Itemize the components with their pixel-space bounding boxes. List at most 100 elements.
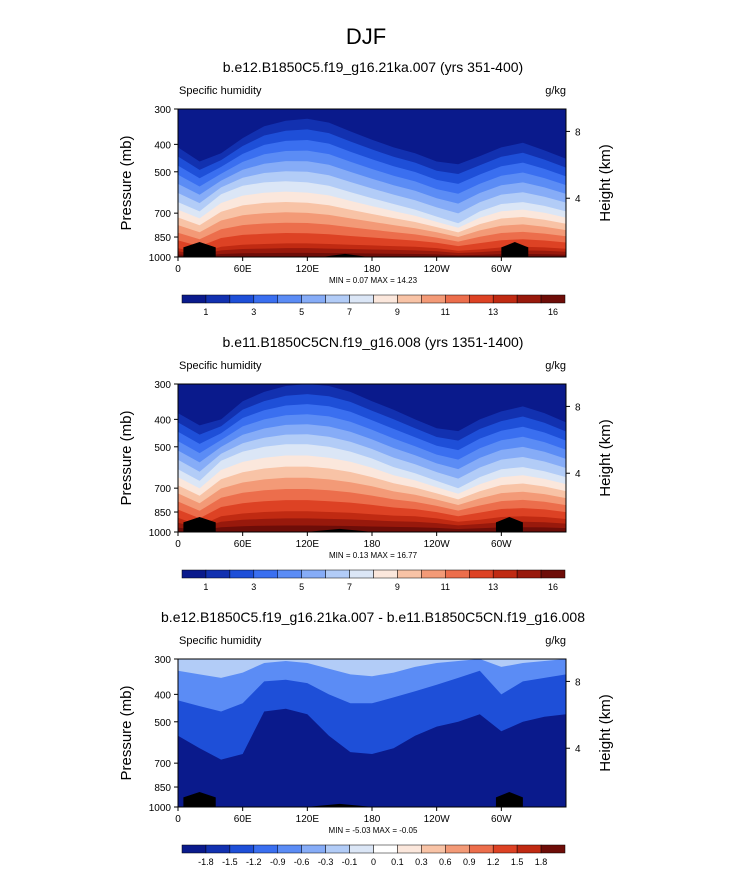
terrain: [285, 528, 394, 532]
stats-label: MIN = 0.13 MAX = 16.77: [329, 551, 418, 560]
units-label: g/kg: [545, 635, 566, 647]
x-tick-label: 120E: [296, 264, 320, 275]
panel-1: b.e12.B1850C5.f19_g16.21ka.007 (yrs 351-…: [118, 59, 614, 317]
field: [178, 109, 566, 257]
y-tick-label: 700: [154, 209, 171, 220]
field-band-mid: [178, 659, 566, 760]
x-tick-label: 120E: [296, 539, 320, 550]
colorbar-label: -0.6: [294, 857, 310, 867]
x-tick-label: 120W: [424, 539, 451, 550]
colorbar-box: [253, 569, 278, 579]
panel-title: b.e12.B1850C5.f19_g16.21ka.007 (yrs 351-…: [223, 59, 523, 75]
terrain: [183, 516, 216, 532]
variable-label: Specific humidity: [179, 635, 262, 647]
stats-label: MIN = 0.07 MAX = 14.23: [329, 276, 418, 285]
colorbar-label: 9: [395, 307, 400, 317]
x-tick-label: 0: [175, 539, 181, 550]
y-tick-label: 700: [154, 484, 171, 495]
colorbar-box: [397, 844, 422, 854]
colorbar-label: 3: [251, 582, 256, 592]
colorbar-box: [277, 844, 302, 854]
colorbar-label: 5: [299, 307, 304, 317]
y-tick-label: 400: [154, 690, 171, 701]
colorbar-box: [492, 844, 518, 854]
colorbar-label: 13: [488, 582, 498, 592]
panel-3: b.e12.B1850C5.f19_g16.21ka.007 - b.e11.B…: [118, 609, 614, 867]
panel-title: b.e11.B1850C5CN.f19_g16.008 (yrs 1351-14…: [223, 334, 524, 350]
y-tick-label: 500: [154, 168, 171, 179]
y-right-tick-label: 8: [575, 677, 581, 688]
colorbar-box: [181, 294, 207, 304]
y-tick-label: 300: [154, 380, 171, 391]
colorbar-box: [421, 569, 446, 579]
colorbar-box: [492, 569, 518, 579]
panels: b.e12.B1850C5.f19_g16.21ka.007 (yrs 351-…: [118, 59, 614, 867]
x-tick-label: 0: [175, 264, 181, 275]
colorbar-box: [325, 569, 350, 579]
colorbar-box: [229, 569, 255, 579]
y-axis-label: Pressure (mb): [118, 410, 135, 505]
colorbar-label: 1: [203, 307, 208, 317]
variable-label: Specific humidity: [179, 360, 262, 372]
colorbar-box: [397, 294, 422, 304]
y-right-tick-label: 8: [575, 402, 581, 413]
colorbar-label: 13: [488, 307, 498, 317]
colorbar-box: [445, 294, 470, 304]
colorbar-box: [469, 844, 494, 854]
y-tick-label: 400: [154, 415, 171, 426]
colorbar-label: 1.8: [535, 857, 548, 867]
colorbar-label: 0.1: [391, 857, 404, 867]
y-right-tick-label: 8: [575, 127, 581, 138]
colorbar-box: [205, 844, 231, 854]
y-tick-label: 500: [154, 718, 171, 729]
colorbar-box: [445, 844, 470, 854]
colorbar-label: 0.6: [439, 857, 452, 867]
colorbar-box: [469, 294, 494, 304]
colorbar-label: 0.9: [463, 857, 476, 867]
colorbar-box: [325, 294, 350, 304]
y-right-axis-label: Height (km): [597, 694, 614, 772]
field-band: [178, 252, 566, 257]
colorbar-box: [325, 844, 350, 854]
y-axis-label: Pressure (mb): [118, 135, 135, 230]
field-band-lightest: [178, 659, 566, 678]
field-band-light: [178, 659, 566, 712]
x-tick-label: 180: [364, 539, 381, 550]
y-tick-label: 300: [154, 105, 171, 116]
terrain: [285, 803, 394, 807]
x-tick-label: 60E: [234, 264, 252, 275]
field: [178, 384, 566, 532]
colorbar-box: [205, 294, 231, 304]
colorbar-label: 7: [347, 582, 352, 592]
colorbar-label: 0: [371, 857, 376, 867]
variable-label: Specific humidity: [179, 85, 262, 97]
field: [178, 659, 566, 807]
colorbar-box: [421, 844, 446, 854]
y-tick-label: 850: [154, 783, 171, 794]
y-right-tick-label: 4: [575, 469, 581, 480]
x-tick-label: 60W: [491, 264, 512, 275]
colorbar-label: 16: [548, 307, 558, 317]
colorbar-box: [205, 569, 231, 579]
colorbar-box: [301, 844, 326, 854]
colorbar-box: [540, 294, 566, 304]
colorbar-label: 9: [395, 582, 400, 592]
colorbar-box: [516, 569, 542, 579]
terrain: [307, 253, 383, 257]
colorbar-box: [421, 294, 446, 304]
colorbar-box: [540, 844, 566, 854]
colorbar-box: [397, 569, 422, 579]
colorbar-box: [373, 294, 398, 304]
x-tick-label: 180: [364, 264, 381, 275]
y-tick-label: 850: [154, 508, 171, 519]
colorbar-box: [277, 569, 302, 579]
colorbar-label: -0.3: [318, 857, 334, 867]
y-right-tick-label: 4: [575, 744, 581, 755]
colorbar-label: 11: [441, 582, 450, 592]
y-tick-label: 1000: [149, 253, 172, 264]
colorbar-box: [469, 569, 494, 579]
y-tick-label: 400: [154, 140, 171, 151]
x-tick-label: 60E: [234, 814, 252, 825]
panel-2: b.e11.B1850C5CN.f19_g16.008 (yrs 1351-14…: [118, 334, 614, 592]
